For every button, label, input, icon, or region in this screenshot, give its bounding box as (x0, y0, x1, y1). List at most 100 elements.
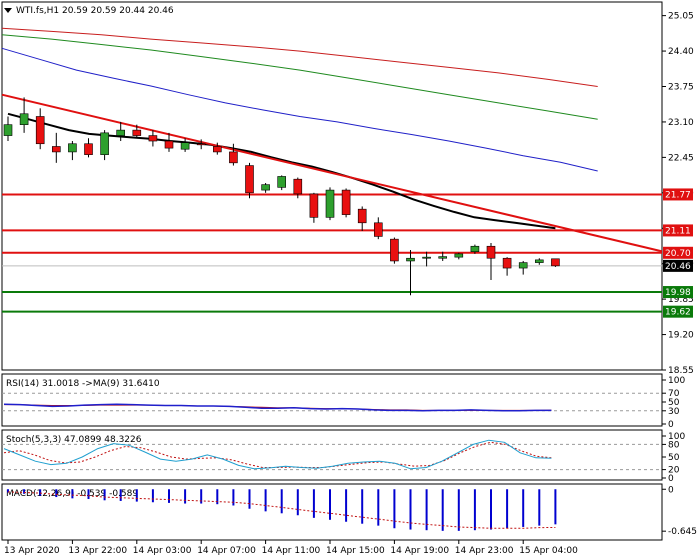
time-tick-label: 13 Apr 22:00 (68, 546, 127, 556)
macd-bars (7, 489, 557, 531)
time-tick-label: 14 Apr 23:00 (455, 546, 514, 556)
level-tag-19.62 (663, 305, 693, 318)
price-y-tick-label: 23.75 (668, 83, 694, 93)
bear-candle (229, 151, 238, 164)
current-price-tag (663, 259, 693, 272)
bull-candle (3, 124, 13, 136)
rsi-pane: RSI(14) 31.0018 ->MA(9) 31.6410 100 70503… (1, 373, 685, 430)
bear-candle (293, 178, 303, 195)
price-tags: 21.77 21.11 20.70 19.98 19.62 20.46 (663, 188, 693, 318)
bull-candle (438, 256, 448, 259)
sma-red-line (1, 27, 598, 87)
level-tag-21.11 (663, 224, 693, 237)
price-y-tick-label: 25.05 (668, 12, 694, 22)
pane-y-tick-label: 100 (668, 376, 685, 386)
time-tick-label: 14 Apr 15:00 (326, 546, 385, 556)
pane-y-tick-label: 50 (668, 453, 680, 463)
rsi-pane-title: RSI(14) 31.0018 ->MA(9) 31.6410 (6, 379, 160, 389)
time-tick-label: 14 Apr 11:00 (262, 546, 321, 556)
time-tick-label: 14 Apr 19:00 (390, 546, 449, 556)
sma-blue-line (1, 47, 598, 172)
price-y-tick-label: 22.45 (668, 153, 694, 163)
macd-pane-frame (1, 483, 663, 541)
macd-signal-line (7, 491, 556, 529)
bull-candle (261, 184, 270, 191)
bull-candle (534, 259, 544, 263)
bull-candle (68, 143, 77, 153)
bull-candle (518, 262, 528, 269)
bull-candle (277, 176, 287, 188)
bull-candle (406, 257, 415, 262)
bear-candle (213, 146, 222, 153)
bull-candle (422, 256, 431, 259)
level-tag-label: 21.11 (665, 226, 691, 236)
bull-candle (470, 245, 480, 252)
macd-pane: MACD(12,26,9) -0.539 -0.589 0-0.645 (1, 483, 697, 541)
price-y-tick-label: 19.85 (668, 295, 694, 305)
pane-y-tick-label: 70 (668, 389, 680, 399)
level-tag-label: 20.70 (665, 249, 691, 259)
pane-y-tick-label: 0 (668, 474, 674, 484)
bear-candle (390, 238, 399, 262)
pane-y-tick-label: 0 (668, 485, 674, 495)
bear-candle (196, 143, 206, 146)
bear-candle (373, 222, 383, 237)
level-tag-20.70 (663, 246, 693, 259)
bull-candle (100, 132, 109, 155)
bear-candle (35, 116, 45, 145)
bear-candle (51, 146, 61, 153)
pane-y-tick-label: 0 (668, 420, 674, 430)
moving-averages (1, 27, 598, 230)
time-tick-label: 14 Apr 03:00 (133, 546, 192, 556)
chart-menu-triangle-icon[interactable] (4, 8, 12, 13)
level-tag-label: 19.98 (665, 288, 691, 298)
bull-candle (454, 253, 464, 258)
bull-candle (19, 113, 29, 125)
level-tag-label: 21.77 (665, 190, 691, 200)
price-pane: WTI.fs,H1 20.59 20.59 20.44 20.46 25.05 2… (1, 1, 694, 376)
bear-candle (486, 245, 496, 259)
candles (3, 97, 560, 296)
pane-y-tick-label: -0.645 (668, 527, 697, 537)
macd-y-axis: 0 -0.645 (662, 485, 697, 537)
rsi-pane-frame (1, 373, 663, 427)
bear-candle (132, 129, 142, 136)
current-price-label: 20.46 (665, 262, 691, 272)
sma-black-line (7, 112, 556, 230)
time-axis: 13 Apr 2020 13 Apr 22:00 14 Apr 03:00 14 Ap… (4, 540, 578, 556)
bull-candle (116, 129, 125, 136)
price-pane-frame (1, 1, 663, 371)
time-tick-label: 15 Apr 04:00 (519, 546, 578, 556)
bull-candle (180, 142, 190, 150)
pane-y-tick-label: 80 (668, 440, 680, 450)
price-y-tick-label: 23.10 (668, 118, 694, 128)
sma-green-line (1, 34, 598, 120)
level-tag-19.98 (663, 286, 693, 299)
rsi-lines (3, 403, 552, 412)
price-y-tick-label: 19.20 (668, 331, 694, 341)
time-tick-label: 14 Apr 07:00 (197, 546, 256, 556)
stoch-pane-frame (1, 429, 663, 481)
pane-y-tick-label: 50 (668, 398, 680, 408)
stoch-pane-title: Stoch(5,3,3) 47.0899 48.3226 (6, 435, 142, 445)
bear-candle (357, 208, 367, 224)
bear-candle (341, 189, 351, 215)
bear-candle (164, 140, 174, 149)
price-y-tick-label: 24.40 (668, 47, 694, 57)
pane-y-tick-label: 20 (668, 466, 680, 476)
bear-candle (245, 165, 254, 194)
level-tag-21.77 (663, 188, 693, 201)
pane-y-tick-label: 100 (668, 432, 685, 442)
bear-candle (551, 258, 560, 267)
price-pane-title: WTI.fs,H1 20.59 20.59 20.44 20.46 (16, 6, 174, 16)
stoch-main-line (3, 439, 552, 470)
bear-candle (84, 143, 93, 155)
pane-y-tick-label: 30 (668, 407, 680, 417)
bull-candle (325, 189, 335, 218)
bear-candle (148, 135, 158, 142)
trendline-group (1, 93, 663, 253)
trendline (1, 93, 663, 253)
